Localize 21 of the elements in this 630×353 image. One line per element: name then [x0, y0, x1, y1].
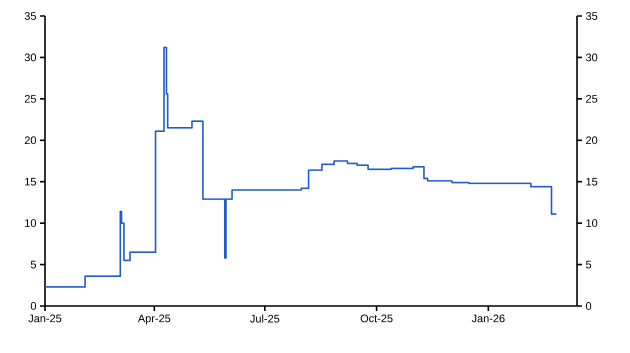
y-tick-label: 15	[25, 178, 36, 186]
x-tick-label: Jul-25	[250, 314, 280, 323]
x-tick-label: Oct-25	[360, 314, 393, 322]
x-tick-label: Jan-26	[472, 314, 505, 322]
y-tick-label: 10	[25, 219, 36, 228]
y2-tick-label: 15	[586, 178, 598, 186]
y2-tick-label: 25	[586, 94, 598, 103]
y2-tick-label: 0	[586, 302, 592, 310]
x-tick-label: Jan-25	[28, 314, 62, 322]
y2-tick-label: 20	[586, 136, 598, 144]
y2-tick-label: 10	[586, 219, 598, 228]
x-tick-label: Apr-25	[138, 314, 170, 324]
y-tick-label: 25	[24, 94, 36, 103]
y-tick-label: 0	[30, 302, 36, 310]
y-tick-label: 5	[30, 260, 36, 268]
y-tick-label: 35	[24, 12, 36, 20]
y-tick-label: 30	[24, 54, 36, 62]
y2-tick-label: 5	[586, 260, 592, 268]
y2-tick-label: 35	[586, 12, 598, 20]
y-tick-label: 20	[24, 136, 36, 144]
y2-tick-label: 30	[586, 54, 598, 62]
